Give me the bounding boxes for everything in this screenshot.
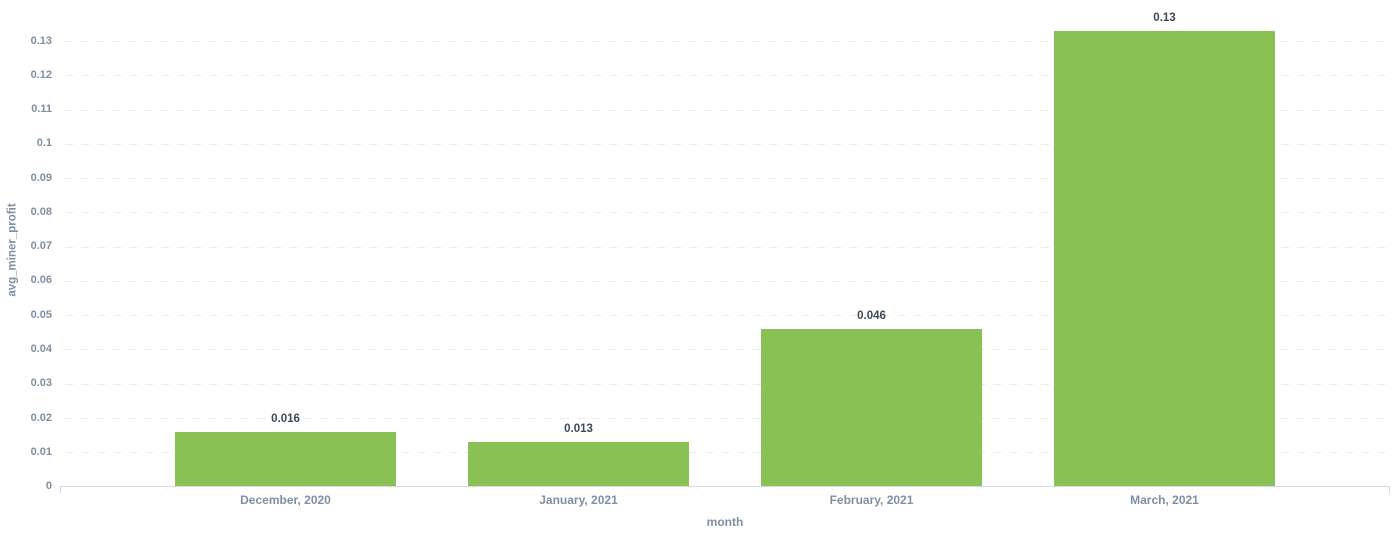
- gridline: [65, 383, 1390, 385]
- gridline: [65, 178, 1390, 180]
- bar-value-label: 0.013: [564, 422, 593, 435]
- x-axis-title: month: [706, 515, 744, 529]
- x-tick-label: December, 2020: [240, 493, 331, 507]
- gridline: [65, 315, 1390, 317]
- x-tick-label: January, 2021: [539, 493, 618, 507]
- bar[interactable]: [175, 431, 396, 487]
- bar[interactable]: [761, 328, 982, 487]
- y-tick-label: 0.08: [30, 205, 52, 218]
- bar-value-label: 0.016: [271, 412, 300, 425]
- axis-end-cap-right: [1389, 486, 1390, 493]
- bar-value-label: 0.046: [857, 309, 886, 322]
- y-tick-label: 0.1: [36, 137, 52, 150]
- y-tick-label: 0.12: [30, 68, 52, 81]
- gridline: [65, 452, 1390, 454]
- bar[interactable]: [468, 441, 689, 487]
- axis-end-cap-left: [60, 486, 61, 493]
- y-tick-label: 0.07: [30, 240, 52, 253]
- y-tick-label: 0.09: [30, 171, 52, 184]
- gridline: [65, 75, 1390, 77]
- x-tick-label: March, 2021: [1130, 493, 1199, 507]
- y-tick-label: 0.13: [30, 34, 52, 47]
- gridline: [65, 41, 1390, 42]
- gridline: [65, 280, 1390, 282]
- y-tick-label: 0: [45, 480, 52, 492]
- gridline: [65, 246, 1390, 248]
- y-tick-label: 0.03: [30, 377, 52, 390]
- bar[interactable]: [1054, 30, 1275, 487]
- gridline: [65, 418, 1390, 419]
- y-tick-label: 0.05: [30, 308, 52, 321]
- y-tick-label: 0.02: [30, 411, 52, 424]
- gridline: [65, 109, 1390, 111]
- gridline: [65, 143, 1390, 145]
- y-tick-label: 0.01: [30, 445, 52, 458]
- y-tick-label: 0.06: [30, 274, 52, 287]
- gridline: [65, 212, 1390, 214]
- y-tick-label: 0.04: [30, 342, 52, 355]
- x-tick-label: February, 2021: [829, 493, 914, 507]
- x-axis-line: [60, 486, 1390, 487]
- gridline: [65, 349, 1390, 351]
- y-tick-label: 0.11: [31, 103, 52, 115]
- bar-value-label: 0.13: [1153, 11, 1176, 24]
